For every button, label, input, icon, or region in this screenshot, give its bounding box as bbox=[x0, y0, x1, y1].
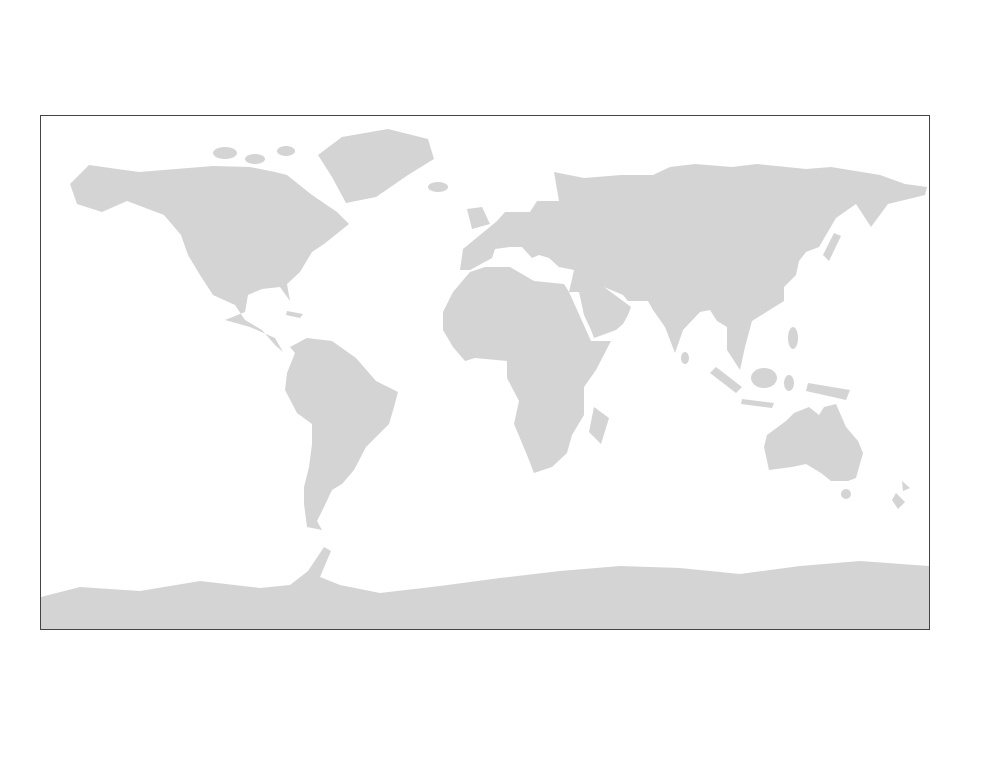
landmass-arctic-island bbox=[213, 147, 237, 159]
landmass-sumatra bbox=[710, 367, 742, 393]
world-map-plot bbox=[40, 115, 930, 630]
landmass-antarctica bbox=[41, 547, 929, 629]
landmass-greenland bbox=[318, 129, 434, 203]
landmass-japan bbox=[823, 233, 841, 261]
landmass-iceland bbox=[428, 182, 448, 192]
landmass-north-america bbox=[70, 165, 349, 352]
landmass-arctic-island bbox=[245, 154, 265, 164]
landmass-arctic-island bbox=[277, 146, 295, 156]
world-map bbox=[41, 129, 929, 629]
landmass-australia bbox=[764, 404, 863, 481]
landmass-sri-lanka bbox=[681, 352, 689, 364]
landmass-cuba bbox=[286, 311, 303, 318]
landmass-sulawesi bbox=[784, 375, 794, 391]
landmass-new-guinea bbox=[806, 383, 850, 400]
global-average-line bbox=[0, 668, 997, 679]
landmass-british-isles bbox=[467, 207, 490, 229]
landmass-eurasia bbox=[460, 164, 927, 370]
landmass-south-america bbox=[285, 338, 398, 530]
landmass-borneo bbox=[751, 368, 777, 388]
landmass-java bbox=[741, 399, 774, 408]
landmass-new-zealand bbox=[892, 481, 910, 509]
plot-frame bbox=[40, 115, 930, 630]
landmass-tasmania bbox=[841, 489, 851, 499]
landmass-philippines bbox=[788, 327, 798, 349]
landmass-madagascar bbox=[589, 407, 609, 444]
landmass-africa bbox=[443, 267, 611, 473]
